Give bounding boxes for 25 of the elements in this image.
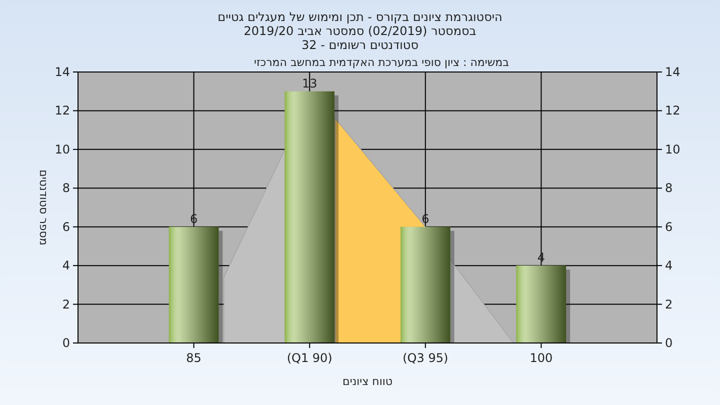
- y2-tick-label: 10: [665, 142, 680, 156]
- y2-tick-label: 6: [665, 220, 673, 234]
- y2-tick-label: 12: [665, 104, 680, 118]
- x-tick-label: (Q3 95): [402, 351, 448, 365]
- y2-tick-label: 14: [665, 65, 680, 79]
- chart-subtitle: בסמסטר (02/2019) סמסטר אביב 2019/20 סטודנטים רשומים - 32: [244, 24, 476, 52]
- x-tick-label: 85: [186, 351, 202, 365]
- y-tick-label: 0: [62, 336, 70, 350]
- y2-tick-label: 2: [665, 297, 673, 312]
- y-axis-title: מספר סטודנטים: [37, 170, 50, 246]
- text: במשימה : ציון סופי במערכת האקדמית במחשב המרכזי: [254, 56, 509, 69]
- y-tick-label: 2: [62, 297, 70, 312]
- y2-tick-label: 4: [665, 258, 673, 273]
- x-tick-label: (Q1 90): [286, 351, 332, 365]
- x-axis-title: טווח ציונים: [342, 375, 392, 388]
- y2-tick-label: 0: [665, 336, 673, 350]
- x-tick-label: 100: [530, 351, 553, 365]
- y-tick-label: 8: [62, 181, 70, 196]
- chart-title: היסטוגרמת ציונים בקורס - תכן ומימוש של מעגלים גטיים: [218, 10, 502, 24]
- y2-tick-label: 8: [665, 181, 673, 196]
- y-tick-label: 6: [62, 220, 70, 234]
- y-tick-label: 4: [62, 258, 70, 273]
- y-tick-label: 14: [54, 65, 70, 79]
- y-tick-label: 12: [54, 104, 70, 118]
- y-tick-label: 10: [54, 142, 70, 156]
